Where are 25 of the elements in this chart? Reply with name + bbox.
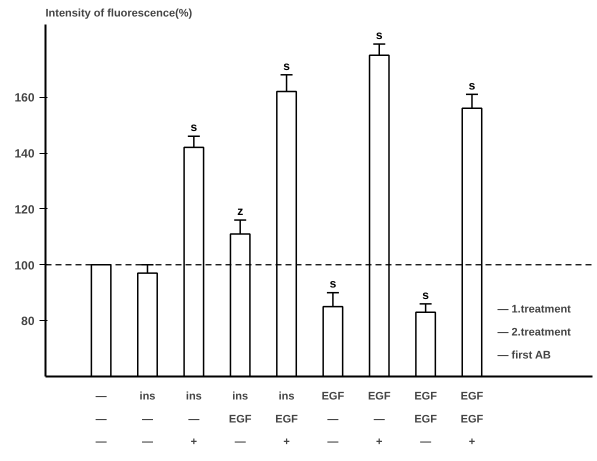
y-tick-label: 140 (14, 146, 35, 161)
y-tick-label: 120 (14, 202, 35, 216)
x-tick-label: — — — (96, 390, 107, 448)
x-tick-label: ins EGF + (275, 390, 298, 448)
y-tick-label: 100 (14, 258, 35, 272)
y-tick-label: 160 (14, 90, 35, 105)
x-tick-label: ins EGF — (228, 390, 252, 448)
annotation: z (237, 204, 244, 218)
annotation: s (376, 28, 383, 42)
annotation: s (422, 288, 430, 302)
x-tick-label: EGF — + (368, 390, 391, 448)
y-axis-title: Intensity of fluorescence(%) (46, 8, 193, 20)
x-tick-label: EGF — — (322, 390, 344, 448)
annotation: s (283, 58, 290, 73)
x-tick-label: ins — + (186, 390, 202, 448)
y-tick-label: 80 (21, 314, 35, 328)
annotation: s (190, 120, 198, 134)
text: — 2.treatment (497, 326, 572, 338)
annotation: s (330, 276, 337, 291)
annotation: s (468, 78, 476, 92)
x-tick-label: EGF EGF — (414, 390, 438, 448)
text: — first AB (497, 350, 551, 362)
text: — 1.treatment (497, 304, 572, 316)
x-tick-label: ins — — (140, 390, 156, 448)
x-tick-label: EGF EGF + (460, 390, 484, 448)
